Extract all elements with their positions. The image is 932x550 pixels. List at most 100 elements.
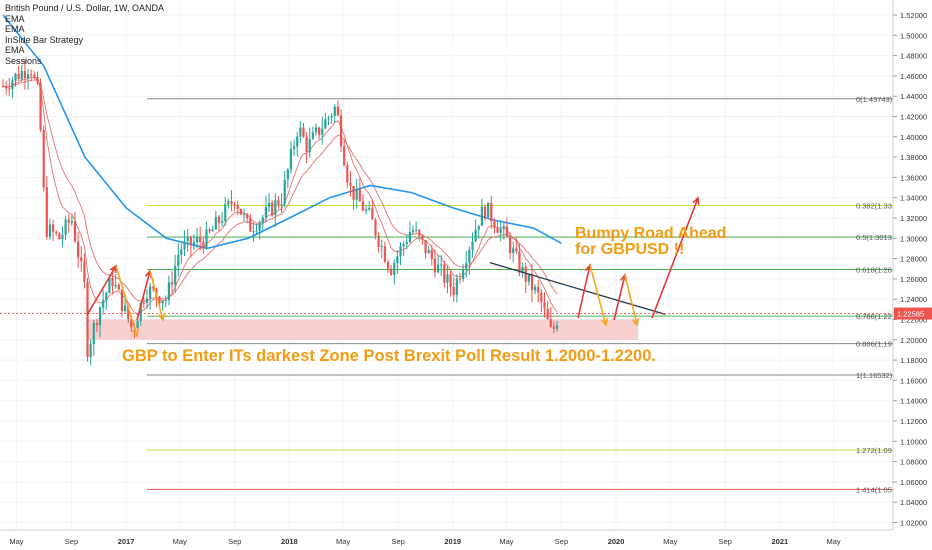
candle-body <box>399 246 402 257</box>
candle-body <box>211 229 214 232</box>
candle-body <box>242 214 246 216</box>
candle-body <box>73 220 77 242</box>
candle-body <box>371 208 374 220</box>
candle-body <box>449 274 452 287</box>
arrow-head <box>631 317 640 327</box>
candle-body <box>177 254 180 266</box>
y-tick-label: 1.16000 <box>900 376 927 385</box>
candle-body <box>42 129 45 188</box>
x-tick-label: May <box>826 537 840 546</box>
x-tick-label: Sep <box>228 537 241 546</box>
candle-body <box>199 237 202 242</box>
arrow-shaft <box>149 270 164 321</box>
candle-body <box>443 264 446 283</box>
y-tick-label: 1.18000 <box>900 356 927 365</box>
candle-body <box>17 73 20 80</box>
indicator-ema-3[interactable]: EMA <box>5 45 25 55</box>
x-tick-label: May <box>173 537 187 546</box>
candle-body <box>114 284 117 287</box>
fib-label: 1.414(1.05 <box>856 485 892 494</box>
indicator-ema-1[interactable]: EMA <box>5 13 25 24</box>
x-tick-label: May <box>663 537 677 546</box>
candle-body <box>33 74 36 77</box>
candle-body <box>174 265 177 285</box>
candle-body <box>149 286 152 299</box>
candles <box>1 59 559 366</box>
candle-body <box>433 258 437 273</box>
candle-body <box>515 248 518 252</box>
candle-body <box>361 201 365 211</box>
candle-body <box>108 277 111 293</box>
y-tick-label: 1.08000 <box>900 458 927 467</box>
candle-body <box>418 229 421 236</box>
ema-long-line <box>2 14 562 250</box>
candle-body <box>14 73 17 81</box>
y-tick-label: 1.52000 <box>900 11 927 20</box>
candle-body <box>1 86 5 88</box>
candle-body <box>45 187 48 237</box>
candle-body <box>540 292 543 303</box>
y-tick-label: 1.24000 <box>900 295 927 304</box>
candle-body <box>180 249 183 255</box>
candle-body <box>161 300 164 304</box>
candle-body <box>490 202 493 222</box>
arrow-shaft <box>577 264 591 319</box>
candle-body <box>321 128 324 135</box>
candle-body <box>327 117 330 120</box>
candle-body <box>67 219 70 223</box>
x-tick-label: May <box>336 537 350 546</box>
candle-body <box>202 241 205 248</box>
candle-body <box>424 239 427 254</box>
candle-body <box>314 127 318 133</box>
x-tick-label: Sep <box>65 537 78 546</box>
candle-body <box>111 277 114 287</box>
candle-body <box>527 273 530 282</box>
candle-body <box>95 323 98 326</box>
candle-body <box>261 217 264 223</box>
candle-body <box>427 249 430 254</box>
candle-body <box>36 76 39 83</box>
current-price-label: 1.22585 <box>897 310 924 319</box>
y-tick-label: 1.48000 <box>900 52 927 61</box>
price-axis[interactable]: 1.52000 1.50000 1.48000 1.46000 1.44000 1.420… <box>892 0 932 530</box>
indicator-ema-2[interactable]: EMA <box>5 24 25 34</box>
side-annotation-line2: for GBPUSD !! <box>575 241 684 258</box>
candle-body <box>543 302 546 309</box>
indicator-sessions[interactable]: Sessions <box>5 55 42 66</box>
candle-body <box>483 206 487 218</box>
candle-body <box>549 319 552 327</box>
candle-body <box>139 302 142 321</box>
candle-body <box>524 266 527 282</box>
time-axis[interactable]: May Sep 2017 May Sep 2018 May Sep 2019 May Sep 2020… <box>0 529 893 546</box>
candle-body <box>120 289 124 312</box>
candle-body <box>280 204 283 206</box>
candle-body <box>530 273 534 291</box>
y-tick-label: 1.28000 <box>900 255 927 264</box>
candle-body <box>58 233 61 240</box>
candle-body <box>465 262 468 271</box>
candle-body <box>390 268 393 275</box>
main-annotation: GBP to Enter ITs darkest Zone Post Brexi… <box>122 347 656 365</box>
x-tick-label: Sep <box>391 537 404 546</box>
candle-body <box>352 185 355 200</box>
candle-body <box>186 236 189 242</box>
y-tick-label: 1.46000 <box>900 72 927 81</box>
candle-body <box>518 251 521 273</box>
candle-body <box>136 320 139 329</box>
x-tick-label: 2018 <box>281 537 298 546</box>
candle-body <box>167 282 170 301</box>
arrow-head <box>131 328 139 338</box>
candle-body <box>305 136 308 153</box>
candle-body <box>189 236 192 246</box>
arrow-shaft <box>624 274 638 326</box>
candle-body <box>508 236 512 254</box>
indicator-inside-bar[interactable]: InSide Bar Strategy <box>5 34 84 45</box>
candle-body <box>496 227 499 233</box>
arrow-shaft <box>651 197 699 319</box>
candle-body <box>415 229 418 231</box>
candle-body <box>311 132 314 139</box>
candle-body <box>458 278 462 280</box>
candle-body <box>227 201 230 205</box>
candle-body <box>374 219 377 236</box>
